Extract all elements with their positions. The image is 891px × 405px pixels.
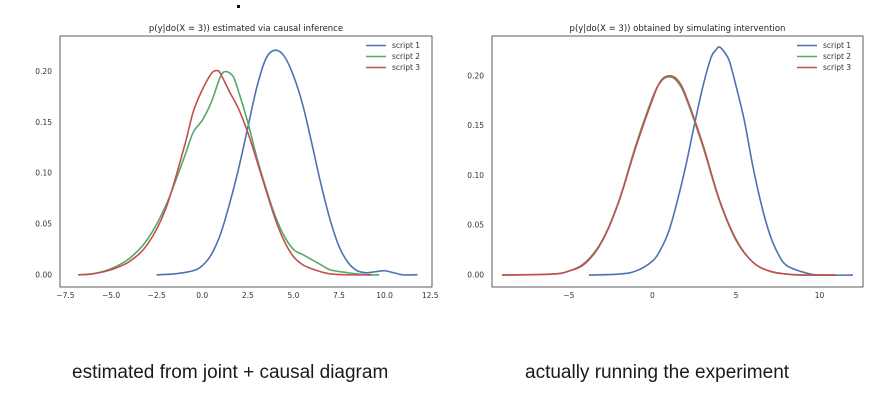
legend-label: script 2 (823, 52, 851, 61)
y-tick-label: 0.10 (35, 169, 52, 178)
legend-label: script 2 (392, 52, 420, 61)
chart-1: p(y|do(X = 3)) obtained by simulating in… (467, 24, 864, 300)
x-tick-label: 7.5 (333, 291, 345, 300)
y-tick-label: 0.10 (467, 171, 484, 180)
x-tick-label: 0.0 (196, 291, 208, 300)
series-line-script-2 (78, 70, 380, 276)
x-tick-label: 5.0 (287, 291, 299, 300)
legend-label: script 1 (823, 41, 851, 50)
x-tick-label: 12.5 (422, 291, 439, 300)
x-tick-label: −5.0 (102, 291, 120, 300)
x-tick-label: −5 (563, 291, 574, 300)
legend-label: script 3 (823, 63, 851, 72)
stray-dot (237, 5, 240, 8)
series-line-script-3 (502, 75, 837, 276)
series-line-script-3 (78, 69, 372, 276)
y-tick-label: 0.05 (35, 219, 52, 228)
x-tick-label: 0 (650, 291, 655, 300)
legend-label: script 3 (392, 63, 420, 72)
chart-title: p(y|do(X = 3)) estimated via causal infe… (149, 24, 343, 34)
y-tick-label: 0.15 (467, 121, 484, 130)
y-tick-label: 0.00 (467, 271, 484, 280)
series-line-script-1 (588, 46, 853, 277)
caption-right: actually running the experiment (525, 362, 790, 383)
y-tick-label: 0.20 (467, 71, 484, 80)
series-line-script-1 (156, 49, 418, 276)
x-tick-label: 10.0 (376, 291, 393, 300)
y-tick-label: 0.00 (35, 270, 52, 279)
plot-frame (491, 35, 864, 288)
plot-frame (59, 35, 433, 288)
chart-title: p(y|do(X = 3)) obtained by simulating in… (570, 24, 786, 34)
x-tick-label: −7.5 (56, 291, 74, 300)
x-tick-label: 10 (815, 291, 825, 300)
y-tick-label: 0.20 (35, 67, 52, 76)
caption-left: estimated from joint + causal diagram (72, 362, 389, 383)
y-tick-label: 0.15 (35, 118, 52, 127)
x-tick-label: 5 (734, 291, 739, 300)
x-tick-label: −2.5 (148, 291, 166, 300)
legend-label: script 1 (392, 41, 420, 50)
y-tick-label: 0.05 (467, 221, 484, 230)
x-tick-label: 2.5 (242, 291, 254, 300)
chart-0: p(y|do(X = 3)) estimated via causal infe… (35, 24, 438, 300)
